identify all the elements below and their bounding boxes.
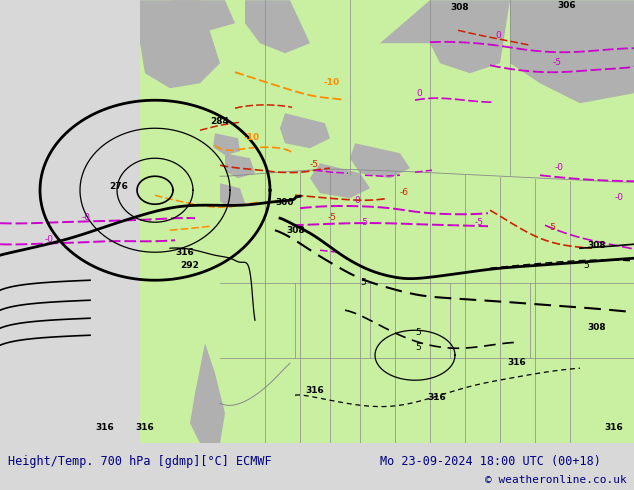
Text: -5: -5 bbox=[553, 58, 562, 67]
Polygon shape bbox=[310, 163, 370, 198]
Text: 308: 308 bbox=[587, 241, 605, 250]
Text: 316: 316 bbox=[427, 393, 446, 402]
Text: -5: -5 bbox=[310, 160, 319, 169]
Text: 316: 316 bbox=[135, 423, 154, 432]
Text: -5: -5 bbox=[360, 218, 369, 227]
Text: 316: 316 bbox=[305, 386, 324, 395]
Polygon shape bbox=[280, 113, 330, 148]
Text: -0: -0 bbox=[615, 193, 624, 202]
Text: 316: 316 bbox=[175, 248, 194, 257]
Text: 276: 276 bbox=[109, 182, 128, 191]
Text: -0: -0 bbox=[82, 213, 91, 222]
Text: 308: 308 bbox=[286, 226, 304, 235]
Text: 5: 5 bbox=[415, 343, 421, 352]
Text: -10: -10 bbox=[244, 133, 260, 142]
Text: Mo 23-09-2024 18:00 UTC (00+18): Mo 23-09-2024 18:00 UTC (00+18) bbox=[380, 455, 601, 468]
Text: 300: 300 bbox=[275, 198, 294, 207]
Text: 5: 5 bbox=[415, 328, 421, 337]
Text: 0: 0 bbox=[416, 89, 422, 98]
Text: 308: 308 bbox=[450, 3, 469, 12]
Text: 316: 316 bbox=[95, 423, 113, 432]
Text: 292: 292 bbox=[180, 261, 199, 270]
Polygon shape bbox=[245, 0, 310, 53]
Text: -5: -5 bbox=[475, 218, 484, 227]
Text: -5: -5 bbox=[328, 213, 337, 222]
Text: 5: 5 bbox=[360, 278, 366, 287]
Text: 308: 308 bbox=[587, 323, 605, 332]
Text: 0: 0 bbox=[354, 196, 359, 205]
Polygon shape bbox=[225, 153, 255, 178]
Text: -0: -0 bbox=[45, 235, 54, 244]
Polygon shape bbox=[350, 143, 410, 178]
Text: 0: 0 bbox=[495, 31, 501, 40]
Polygon shape bbox=[140, 0, 634, 443]
Text: 316: 316 bbox=[507, 358, 526, 367]
Text: -5: -5 bbox=[548, 223, 557, 232]
Text: © weatheronline.co.uk: © weatheronline.co.uk bbox=[484, 475, 626, 485]
Polygon shape bbox=[380, 0, 430, 43]
Polygon shape bbox=[430, 0, 510, 73]
Polygon shape bbox=[213, 133, 240, 155]
Text: -6: -6 bbox=[400, 188, 409, 197]
Text: 306: 306 bbox=[557, 1, 576, 10]
Text: 5: 5 bbox=[583, 261, 589, 270]
Polygon shape bbox=[140, 0, 220, 88]
Text: -10: -10 bbox=[324, 78, 340, 87]
Polygon shape bbox=[220, 183, 245, 208]
Polygon shape bbox=[510, 0, 634, 103]
Polygon shape bbox=[170, 0, 235, 33]
Text: 284: 284 bbox=[210, 117, 229, 126]
Text: Height/Temp. 700 hPa [gdmp][°C] ECMWF: Height/Temp. 700 hPa [gdmp][°C] ECMWF bbox=[8, 455, 271, 468]
Text: 316: 316 bbox=[604, 423, 623, 432]
Text: -0: -0 bbox=[555, 163, 564, 172]
Polygon shape bbox=[190, 343, 225, 443]
